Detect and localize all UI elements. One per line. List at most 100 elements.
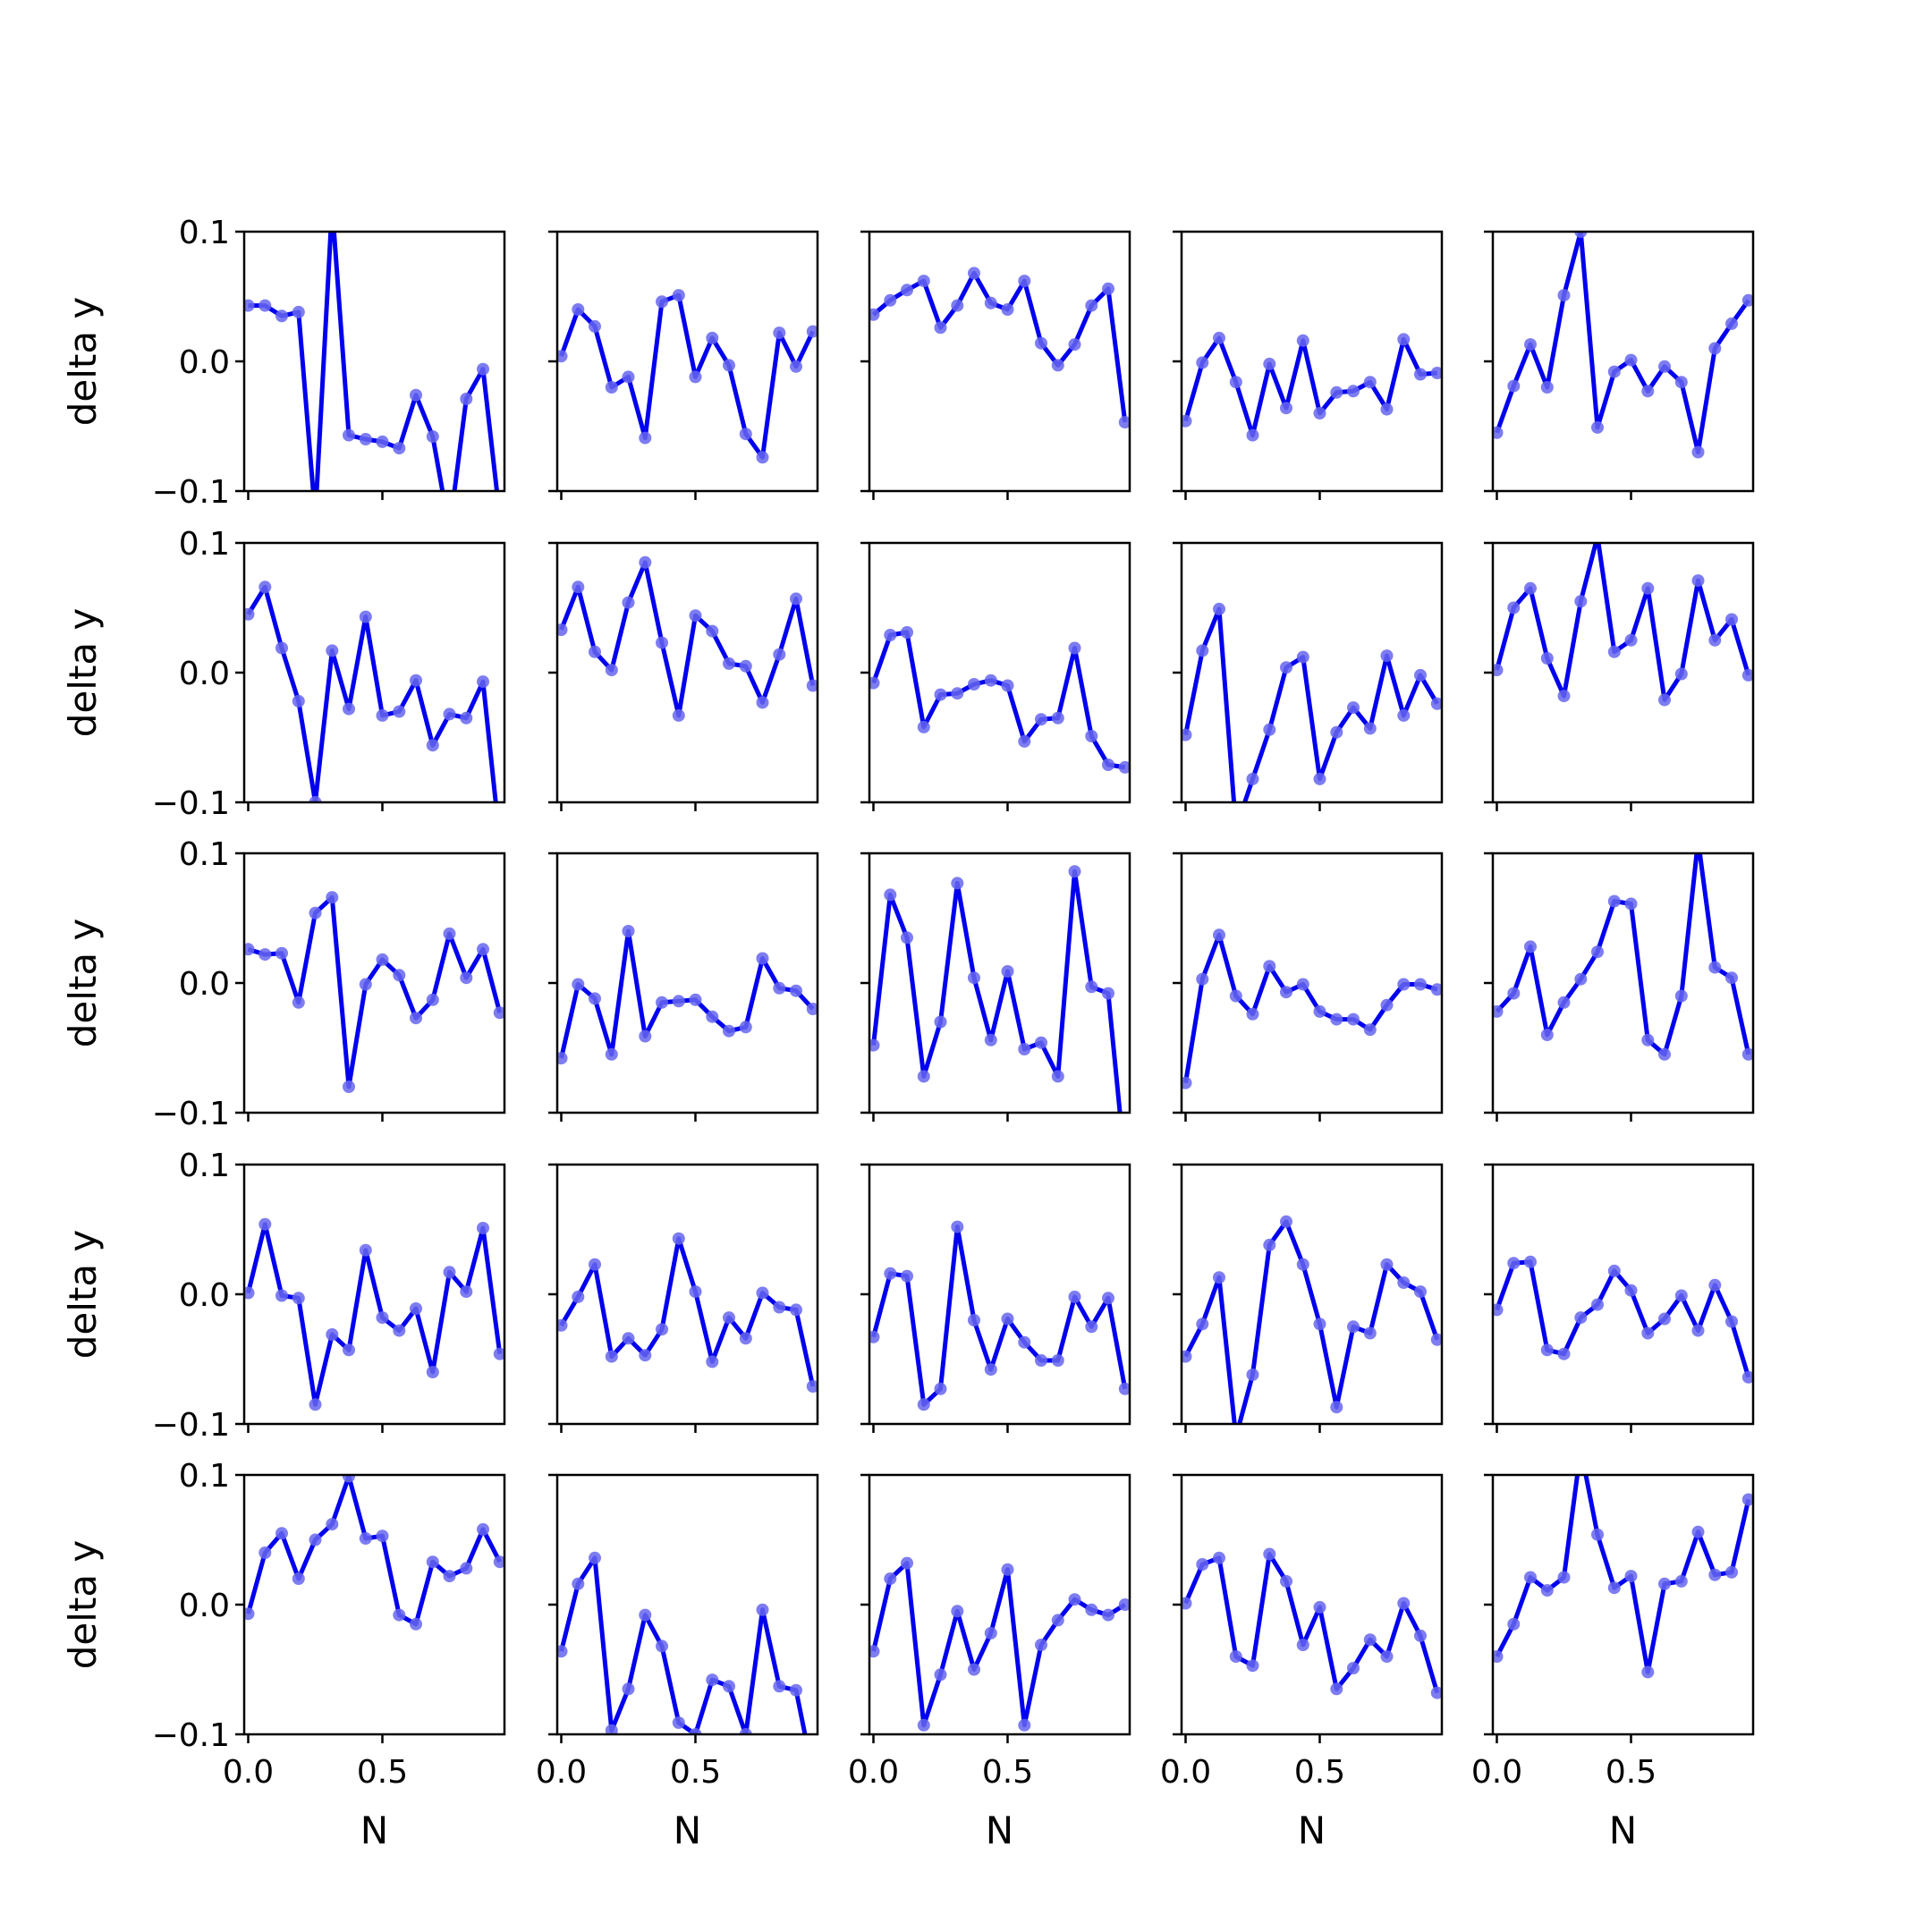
data-point — [1397, 1276, 1411, 1289]
data-point — [1263, 1547, 1276, 1561]
data-point — [1347, 1013, 1360, 1026]
data-point — [806, 1380, 818, 1393]
data-point — [1493, 426, 1504, 439]
y-axis-label: delta y — [61, 919, 105, 1048]
data-point — [326, 644, 339, 657]
data-point — [1414, 1629, 1427, 1642]
data-point — [1363, 722, 1377, 735]
data-point — [1430, 983, 1442, 996]
data-point — [326, 1328, 339, 1341]
data-point — [1229, 989, 1242, 1003]
data-point — [1691, 1324, 1705, 1337]
data-point — [706, 1010, 719, 1023]
data-point — [1591, 1528, 1604, 1541]
data-point — [1397, 1597, 1411, 1610]
data-point — [1018, 1718, 1031, 1732]
data-point — [1085, 1603, 1098, 1616]
data-point — [968, 1314, 980, 1326]
data-point — [1414, 978, 1427, 991]
data-point — [1397, 978, 1411, 991]
data-point — [477, 675, 489, 689]
data-point — [656, 636, 668, 649]
data-point — [1068, 1593, 1081, 1606]
data-point — [1741, 1493, 1753, 1506]
data-point — [1557, 690, 1571, 703]
y-tick-label: 0.0 — [179, 656, 230, 692]
data-point — [1018, 275, 1031, 288]
data-point — [884, 293, 897, 307]
x-tick-label: 0.5 — [1606, 1754, 1657, 1791]
data-point — [806, 325, 818, 338]
data-point — [1263, 723, 1276, 736]
series-line — [559, 560, 816, 718]
data-point — [1347, 701, 1360, 715]
data-point — [1524, 338, 1537, 352]
data-point — [309, 1533, 322, 1546]
subplot-r2-c2 — [860, 852, 1131, 1122]
series-line — [246, 1475, 503, 1627]
data-point — [275, 641, 288, 655]
data-point — [1674, 376, 1688, 389]
data-point — [343, 428, 355, 442]
data-point — [1035, 713, 1047, 726]
data-point — [426, 739, 439, 752]
y-tick-label: 0.1 — [179, 1458, 230, 1495]
data-point — [739, 1728, 752, 1734]
subplot-r2-c0: −0.1 0.0 0.1 delta y — [61, 836, 506, 1132]
data-point — [756, 696, 769, 709]
data-point — [1557, 1571, 1571, 1584]
data-point — [1574, 595, 1588, 608]
data-point — [790, 1303, 802, 1317]
data-point — [1674, 989, 1688, 1003]
data-point — [1674, 667, 1688, 681]
data-point — [376, 435, 389, 448]
data-point — [557, 1645, 568, 1658]
data-point — [773, 326, 786, 340]
series-line — [1495, 1475, 1751, 1674]
data-point — [672, 708, 685, 722]
data-point — [1624, 897, 1638, 911]
data-point — [493, 1347, 504, 1360]
y-tick-label: 0.1 — [179, 836, 230, 873]
data-point — [689, 1728, 702, 1734]
data-point — [1213, 1551, 1225, 1564]
data-point — [443, 1570, 456, 1583]
data-point — [1330, 1013, 1343, 1026]
data-point — [1493, 1004, 1504, 1018]
data-point — [984, 1033, 997, 1046]
subplot-r0-c0: −0.1 0.0 0.1 delta y — [61, 215, 506, 511]
data-point — [917, 1398, 930, 1411]
data-point — [1507, 1617, 1521, 1631]
data-point — [917, 720, 930, 733]
data-point — [672, 995, 685, 1008]
data-point — [739, 1021, 752, 1034]
data-point — [1313, 407, 1326, 419]
data-point — [1313, 772, 1326, 785]
data-point — [689, 993, 702, 1006]
data-point — [1347, 385, 1360, 398]
data-point — [1708, 961, 1722, 974]
data-point — [790, 984, 802, 997]
data-point — [1213, 331, 1225, 344]
subplot-r2-c3 — [1173, 852, 1444, 1122]
data-point — [244, 1607, 255, 1621]
x-tick-label: 0.5 — [670, 1754, 721, 1791]
data-point — [1591, 945, 1604, 959]
data-point — [309, 1398, 322, 1411]
data-point — [1263, 960, 1276, 973]
data-point — [1363, 1023, 1377, 1037]
data-point — [1246, 772, 1259, 785]
subplot-r4-c4: 0.0 0.5 N — [1471, 1473, 1755, 1852]
data-point — [790, 1683, 802, 1697]
data-point — [1213, 602, 1225, 615]
data-point — [1363, 376, 1377, 389]
series-line — [246, 1222, 503, 1407]
data-point — [984, 1363, 997, 1377]
x-tick-label: 0.5 — [357, 1754, 408, 1791]
data-point — [1196, 1318, 1209, 1331]
data-point — [343, 1475, 355, 1483]
x-axis-label: N — [1298, 1809, 1326, 1852]
data-point — [1051, 711, 1064, 724]
